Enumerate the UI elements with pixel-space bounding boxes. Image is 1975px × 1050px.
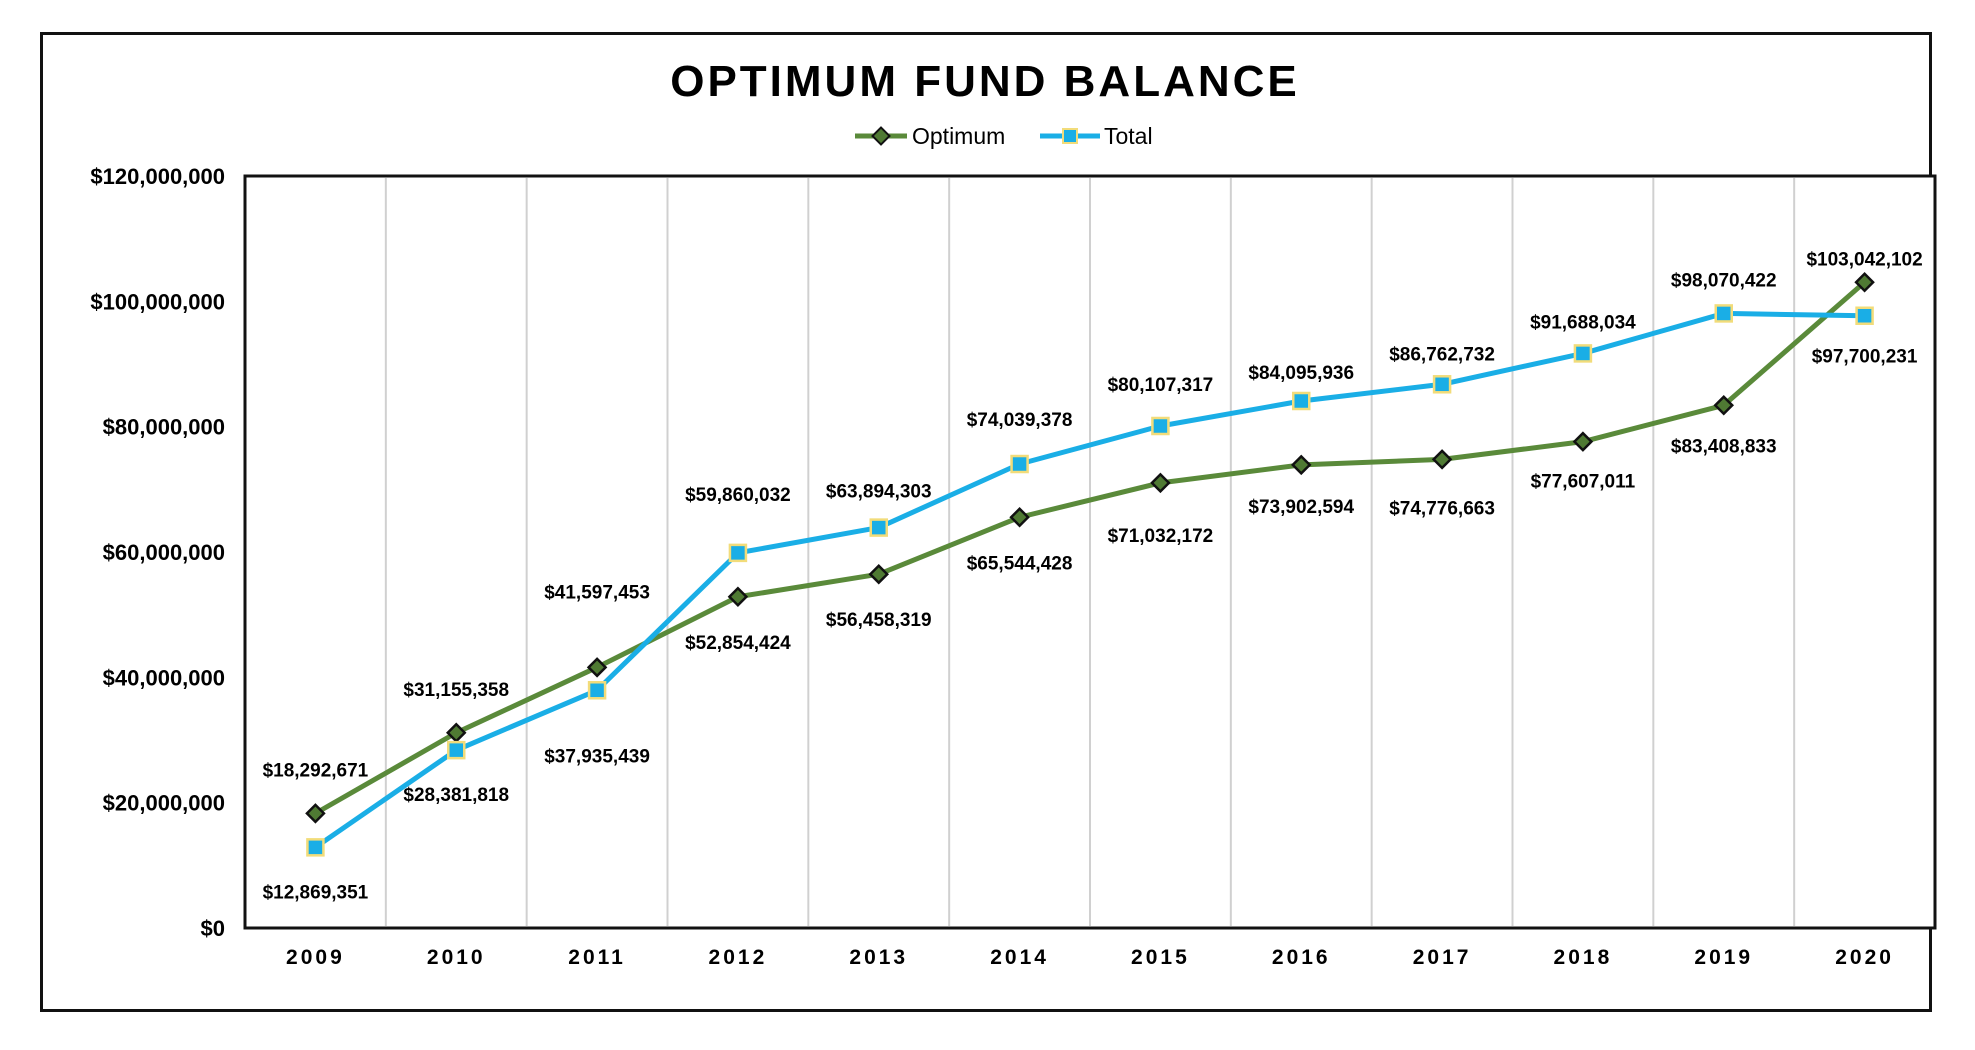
data-point-total xyxy=(1010,454,1029,474)
data-label-total: $86,762,732 xyxy=(1389,344,1495,365)
data-label-optimum: $77,607,011 xyxy=(1531,472,1636,493)
x-axis: 2009 2010 2011 2012 2013 2014 2015 2016 2017 2018… xyxy=(286,946,1894,969)
data-label-total: $80,107,317 xyxy=(1108,375,1214,396)
legend-swatch-total-marker xyxy=(1062,128,1078,144)
data-point-total xyxy=(1573,344,1593,363)
series-line-total xyxy=(313,310,1865,850)
data-point-total xyxy=(1432,375,1452,394)
data-label-optimum: $65,544,428 xyxy=(967,553,1073,574)
x-tick-label: 2015 xyxy=(1131,946,1190,969)
data-label-total: $28,381,818 xyxy=(403,785,509,806)
data-label-optimum: $71,032,172 xyxy=(1108,526,1214,547)
x-tick-label: 2018 xyxy=(1554,946,1613,969)
x-tick-label: 2014 xyxy=(990,946,1049,969)
x-tick-label: 2020 xyxy=(1835,946,1894,969)
legend-label-total: Total xyxy=(1104,123,1153,149)
x-tick-label: 2012 xyxy=(709,946,768,969)
x-tick-label: 2010 xyxy=(427,946,486,969)
data-label-optimum: $31,155,358 xyxy=(403,680,509,701)
data-label-total: $84,095,936 xyxy=(1248,363,1354,384)
data-point-optimum xyxy=(727,586,749,608)
y-tick-label: $100,000,000 xyxy=(90,289,225,314)
data-label-optimum: $74,776,663 xyxy=(1389,498,1495,519)
chart-title: OPTIMUM FUND BALANCE xyxy=(670,57,1300,106)
data-label-total: $59,860,032 xyxy=(685,485,791,506)
legend-swatch-optimum-marker xyxy=(871,126,891,146)
data-label-optimum: $103,042,102 xyxy=(1806,249,1922,270)
data-label-total: $97,700,231 xyxy=(1812,347,1918,368)
data-point-optimum xyxy=(1572,431,1594,452)
data-label-total: $63,894,303 xyxy=(826,482,932,503)
data-label-optimum: $73,902,594 xyxy=(1248,497,1354,518)
data-point-optimum xyxy=(586,657,608,678)
data-point-total xyxy=(1855,306,1874,325)
data-label-layer: $18,292,671 $31,155,358 $41,597,453 $52,854… xyxy=(263,249,1923,903)
data-point-total xyxy=(587,681,607,700)
x-tick-label: 2019 xyxy=(1694,946,1753,969)
data-label-optimum: $41,597,453 xyxy=(544,582,650,603)
data-point-total xyxy=(1292,391,1311,411)
data-point-optimum xyxy=(1431,449,1453,470)
x-tick-label: 2016 xyxy=(1272,946,1331,969)
x-tick-label: 2009 xyxy=(286,946,345,969)
data-point-optimum xyxy=(305,803,326,824)
data-point-total xyxy=(306,838,325,857)
data-label-total: $74,039,378 xyxy=(967,410,1073,431)
data-label-optimum: $18,292,671 xyxy=(263,760,369,781)
legend-item-optimum[interactable]: Optimum xyxy=(855,123,1005,149)
x-tick-label: 2017 xyxy=(1413,946,1472,969)
y-tick-label: $60,000,000 xyxy=(103,540,225,565)
data-point-optimum xyxy=(445,722,467,744)
y-tick-label: $40,000,000 xyxy=(103,665,225,690)
data-label-optimum: $52,854,424 xyxy=(685,633,791,654)
data-label-total: $37,935,439 xyxy=(544,746,650,767)
data-point-total xyxy=(869,518,888,537)
data-label-optimum: $56,458,319 xyxy=(826,610,932,631)
y-tick-label: $80,000,000 xyxy=(103,415,225,440)
data-point-optimum xyxy=(1009,507,1030,528)
data-point-optimum xyxy=(1713,395,1735,416)
y-tick-label: $20,000,000 xyxy=(103,791,225,816)
data-point-optimum xyxy=(868,563,890,585)
x-tick-label: 2013 xyxy=(849,946,908,969)
data-point-total xyxy=(1714,304,1733,323)
series-layer xyxy=(305,272,1875,857)
data-point-total xyxy=(1151,416,1170,436)
legend-item-total[interactable]: Total xyxy=(1040,123,1153,149)
data-point-optimum xyxy=(1150,472,1171,494)
data-point-optimum xyxy=(1854,272,1875,293)
y-tick-label: $0 xyxy=(201,916,225,941)
data-label-optimum: $83,408,833 xyxy=(1671,436,1777,457)
data-label-total: $98,070,422 xyxy=(1671,270,1777,291)
data-point-optimum xyxy=(1290,454,1312,476)
y-axis: $0 $20,000,000 $40,000,000 $60,000,000 $80,0… xyxy=(90,164,225,941)
y-tick-label: $120,000,000 xyxy=(90,164,225,189)
x-tick-label: 2011 xyxy=(568,946,626,969)
data-point-total xyxy=(728,543,748,563)
series-line-optimum xyxy=(314,280,1867,816)
gridlines xyxy=(384,178,1796,926)
data-point-total xyxy=(447,740,466,760)
legend-label-optimum: Optimum xyxy=(912,123,1005,149)
data-label-total: $91,688,034 xyxy=(1530,312,1636,333)
legend: Optimum Total xyxy=(855,123,1153,149)
data-label-total: $12,869,351 xyxy=(263,882,369,903)
